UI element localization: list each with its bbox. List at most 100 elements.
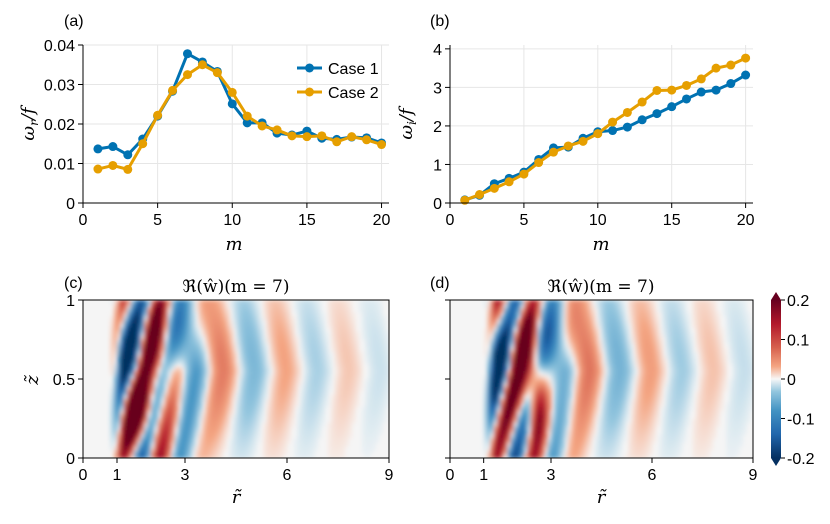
- data-point: [726, 79, 736, 89]
- heatmap-cell: [487, 315, 491, 321]
- heatmap-cell: [191, 315, 196, 321]
- heatmap-cell: [185, 402, 189, 408]
- heatmap-cell: [534, 375, 539, 380]
- heatmap-cell: [530, 454, 535, 458]
- heatmap-cell: [503, 351, 508, 356]
- heatmap-cell: [147, 434, 152, 439]
- heatmap-cell: [225, 327, 230, 333]
- heatmap-cell: [134, 382, 138, 388]
- heatmap-cell: [574, 442, 579, 447]
- heatmap-cell: [246, 430, 251, 435]
- heatmap-cell: [174, 390, 179, 396]
- heatmap-cell: [174, 430, 179, 435]
- heatmap-cell: [530, 327, 535, 333]
- heatmap-cell: [648, 339, 653, 345]
- heatmap-cell: [185, 343, 189, 348]
- heatmap-cell: [564, 414, 569, 420]
- heatmap-cell: [608, 371, 613, 376]
- heatmap-cell: [229, 438, 234, 443]
- heatmap-cell: [608, 430, 613, 435]
- heatmap-cell: [324, 343, 329, 348]
- heatmap-cell: [263, 300, 268, 305]
- heatmap-cell: [300, 331, 305, 337]
- heatmap-cell: [594, 410, 599, 416]
- heatmap-cell: [164, 390, 169, 396]
- heatmap-cell: [161, 398, 166, 404]
- heatmap-cell: [493, 379, 498, 384]
- heatmap-cell: [174, 454, 179, 458]
- heatmap-cell: [144, 331, 149, 337]
- heatmap-cell: [324, 402, 329, 408]
- heatmap-cell: [493, 454, 498, 458]
- heatmap-cell: [110, 434, 115, 439]
- heatmap-cell: [510, 319, 515, 325]
- heatmap-cell: [154, 371, 159, 376]
- heatmap-cell: [280, 303, 285, 309]
- heatmap-cell: [581, 319, 586, 325]
- heatmap-cell: [154, 430, 159, 435]
- panel-b-axes: [449, 45, 753, 204]
- heatmap-cell: [127, 315, 132, 321]
- heatmap-cell: [571, 446, 576, 451]
- heatmap-cell: [327, 426, 332, 431]
- heatmap-cell: [625, 390, 630, 396]
- heatmap-cell: [614, 375, 619, 380]
- heatmap-cell: [140, 371, 145, 376]
- heatmap-cell: [310, 311, 315, 317]
- heatmap-cell: [276, 390, 281, 396]
- heatmap-cell: [283, 319, 288, 325]
- heatmap-cell: [110, 382, 115, 388]
- heatmap-cell: [154, 311, 159, 317]
- heatmap-cell: [239, 394, 244, 400]
- heatmap-cell: [266, 430, 271, 435]
- heatmap-cell: [588, 327, 592, 333]
- heatmap-cell: [134, 422, 138, 427]
- heatmap-cell: [487, 382, 491, 388]
- heatmap-cell: [601, 363, 606, 368]
- heatmap-cell: [164, 335, 169, 341]
- heatmap-cell: [208, 339, 213, 345]
- heatmap-cell: [487, 442, 491, 447]
- heatmap-cell: [256, 382, 261, 388]
- heatmap-cell: [490, 390, 495, 396]
- heatmap-cell: [327, 319, 332, 325]
- heatmap-cell: [120, 414, 125, 420]
- heatmap-cell: [344, 363, 349, 368]
- heatmap-cell: [588, 446, 592, 451]
- heatmap-cell: [134, 418, 138, 424]
- heatmap-cell: [588, 355, 592, 360]
- heatmap-cell: [628, 446, 633, 451]
- heatmap-cell: [195, 323, 200, 329]
- heatmap-cell: [270, 311, 274, 317]
- heatmap-cell: [544, 359, 549, 364]
- heatmap-cell: [321, 319, 325, 325]
- heatmap-cell: [280, 355, 285, 360]
- heatmap-cell: [530, 394, 535, 400]
- heatmap-cell: [334, 327, 339, 333]
- heatmap-cell: [365, 386, 370, 392]
- heatmap-cell: [154, 375, 159, 380]
- heatmap-cell: [147, 335, 152, 341]
- heatmap-cell: [321, 347, 325, 352]
- heatmap-cell: [212, 450, 217, 455]
- heatmap-cell: [144, 307, 149, 313]
- heatmap-cell: [321, 394, 325, 400]
- data-point: [153, 110, 163, 120]
- heatmap-cell: [365, 446, 370, 451]
- heatmap-cell: [497, 311, 502, 317]
- heatmap-cell: [493, 414, 498, 420]
- heatmap-cell: [171, 319, 176, 325]
- heatmap-cell: [517, 343, 522, 348]
- heatmap-cell: [344, 303, 349, 309]
- heatmap-cell: [382, 410, 387, 416]
- heatmap-cell: [266, 375, 271, 380]
- heatmap-cell: [232, 390, 237, 396]
- heatmap-cell: [283, 371, 288, 376]
- heatmap-cell: [517, 398, 522, 404]
- y-tick-label: 0: [433, 196, 442, 213]
- heatmap-cell: [290, 351, 295, 356]
- heatmap-cell: [591, 311, 596, 317]
- heatmap-cell: [188, 386, 193, 392]
- heatmap-cell: [147, 379, 152, 384]
